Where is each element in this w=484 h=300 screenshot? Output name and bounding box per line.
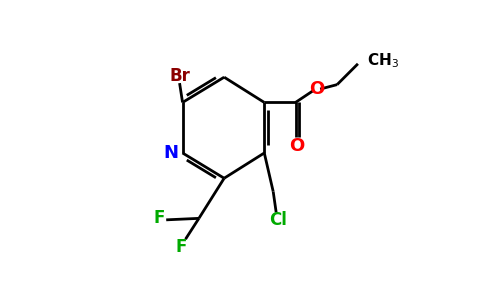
Text: N: N <box>164 144 179 162</box>
Text: Br: Br <box>169 67 190 85</box>
Text: O: O <box>309 80 324 98</box>
Text: CH$_3$: CH$_3$ <box>367 51 399 70</box>
Text: F: F <box>153 209 165 227</box>
Text: Cl: Cl <box>269 211 287 229</box>
Text: O: O <box>289 136 304 154</box>
Text: F: F <box>175 238 187 256</box>
